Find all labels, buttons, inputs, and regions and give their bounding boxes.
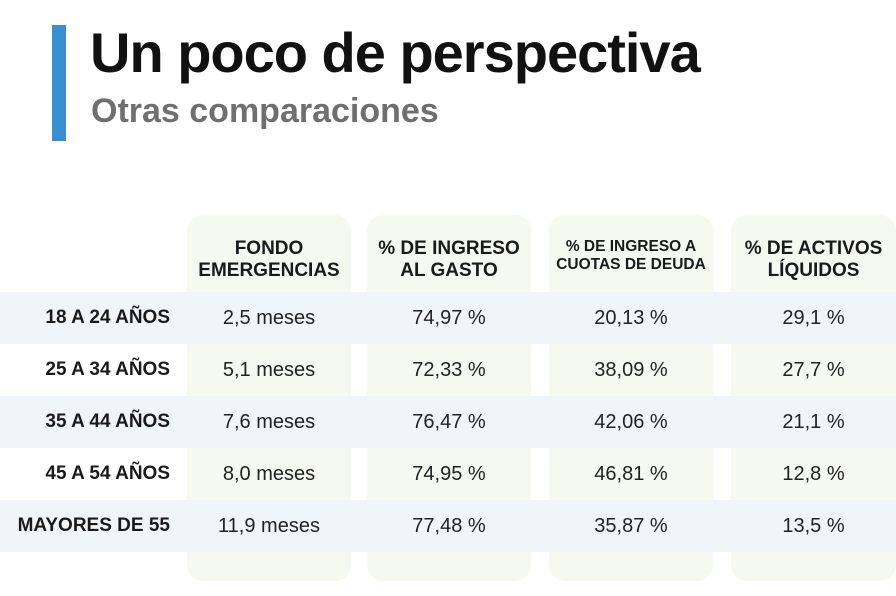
table-cell: 13,5 % [782,514,845,537]
table-cell: 12,8 % [782,462,845,485]
table-cell: 21,1 % [782,410,845,433]
page-title: Un poco de perspectiva [90,21,701,84]
table-cell: 8,0 meses [222,462,316,485]
row-label: 25 A 34 AÑOS [45,359,170,380]
table-cell: 29,1 % [782,306,845,329]
column-header-line: LÍQUIDOS [767,260,860,281]
table-cell: 74,95 % [412,462,486,485]
column-header-line: CUOTAS DE DEUDA [556,256,706,273]
column-header-line: FONDO [234,238,304,260]
row-label: 35 A 44 AÑOS [45,411,170,432]
table-cell: 5,1 meses [222,358,316,381]
table-cell: 38,09 % [594,358,668,381]
table-cell: 76,47 % [412,410,486,433]
row-label: 45 A 54 AÑOS [45,463,170,484]
table-cell: 77,48 % [412,514,486,537]
table-cell: 7,6 meses [222,410,316,433]
table-cell: 27,7 % [782,358,845,381]
column-header-fondo: FONDO EMERGENCIAS [187,230,351,290]
column-header-line: % DE ACTIVOS [744,238,883,260]
table-cell: 74,97 % [412,306,486,329]
table-cell: 11,9 meses [218,514,320,537]
row-label: 18 A 24 AÑOS [45,307,170,328]
column-header-line: % DE INGRESO [378,238,520,260]
column-header-line: AL GASTO [400,260,498,281]
row-band [0,500,896,552]
table-cell: 42,06 % [594,410,668,433]
accent-bar [52,25,66,141]
page-subtitle: Otras comparaciones [91,92,439,130]
row-label: MAYORES DE 55 [17,515,170,536]
table-cell: 72,33 % [412,358,486,381]
column-header-activos: % DE ACTIVOS LÍQUIDOS [731,230,896,290]
table-cell: 35,87 % [594,514,668,537]
table-cell: 46,81 % [594,462,668,485]
column-header-ingreso-gasto: % DE INGRESO AL GASTO [367,230,531,290]
row-band [0,396,896,448]
table-cell: 2,5 meses [222,306,316,329]
column-header-ingreso-deuda: % DE INGRESO A CUOTAS DE DEUDA [545,226,717,286]
column-header-line: % DE INGRESO A [565,238,697,256]
table-cell: 20,13 % [594,306,668,329]
row-band [0,292,896,344]
column-header-line: EMERGENCIAS [198,260,340,281]
